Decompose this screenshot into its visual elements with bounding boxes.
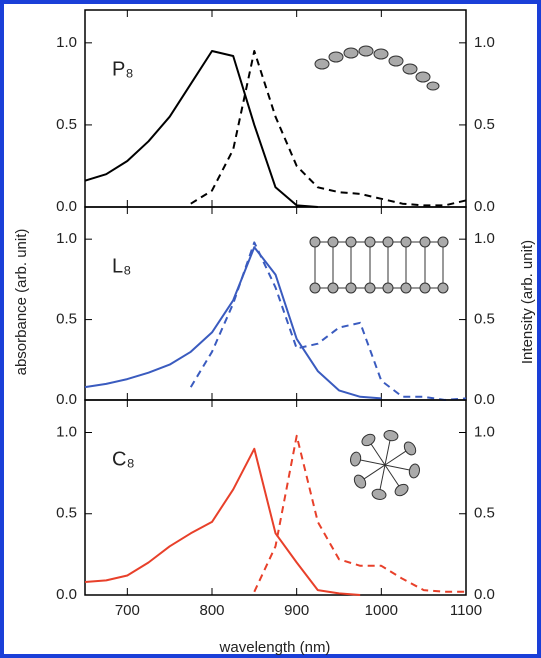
series-line xyxy=(84,447,361,596)
plot-frame xyxy=(84,399,467,596)
ring-spoke xyxy=(384,438,391,466)
ring-unit xyxy=(350,451,362,467)
x-tick-label: 1000 xyxy=(365,602,398,619)
y-tick-label: 1.0 xyxy=(56,423,77,440)
series-line xyxy=(190,50,467,207)
ring-unit xyxy=(383,430,399,442)
y2-axis-label: Intensity (arb. unit) xyxy=(519,240,536,364)
ladder-icon xyxy=(309,236,449,294)
y-tick-label: 1.0 xyxy=(56,230,77,247)
plot-frame xyxy=(84,206,467,401)
y-tick-label: 1.0 xyxy=(56,34,77,51)
y2-tick-label: 0.5 xyxy=(474,311,495,328)
y-tick-label: 0.0 xyxy=(56,391,77,408)
x-axis-label: wavelength (nm) xyxy=(219,639,331,656)
ring-spoke xyxy=(362,464,386,481)
y-tick-label: 0.5 xyxy=(56,116,77,133)
y2-tick-label: 1.0 xyxy=(474,34,495,51)
series-line xyxy=(84,246,382,400)
y-tick-label: 0.0 xyxy=(56,586,77,603)
plot-frame xyxy=(84,9,467,208)
series-line xyxy=(253,434,466,593)
ring-unit xyxy=(353,474,367,489)
panel-label: P₈ xyxy=(112,58,134,80)
y2-tick-label: 0.0 xyxy=(474,586,495,603)
y2-tick-label: 0.0 xyxy=(474,198,495,215)
ring-spoke xyxy=(379,464,386,492)
y2-tick-label: 1.0 xyxy=(474,423,495,440)
ring-spoke xyxy=(384,464,412,471)
x-tick-label: 1100 xyxy=(450,602,482,619)
y2-tick-label: 0.5 xyxy=(474,116,495,133)
ring-unit xyxy=(403,441,417,456)
y-tick-label: 0.0 xyxy=(56,198,77,215)
y2-tick-label: 0.5 xyxy=(474,505,495,522)
ring-spoke xyxy=(358,459,386,466)
ring-unit xyxy=(408,463,420,479)
x-tick-label: 800 xyxy=(199,602,224,619)
ring-icon xyxy=(350,430,420,500)
y-tick-label: 0.5 xyxy=(56,311,77,328)
ring-spoke xyxy=(369,442,386,466)
y-tick-label: 0.5 xyxy=(56,505,77,522)
panel-label: L₈ xyxy=(112,255,131,277)
panel-label: C₈ xyxy=(112,448,135,470)
series-line xyxy=(84,50,318,208)
x-tick-label: 700 xyxy=(115,602,140,619)
x-tick-label: 900 xyxy=(284,602,309,619)
ring-spoke xyxy=(384,449,408,466)
ring-unit xyxy=(394,483,409,497)
series-line xyxy=(189,241,467,401)
ring-spoke xyxy=(384,464,401,488)
chain-icon xyxy=(314,45,440,91)
ring-unit xyxy=(361,433,376,447)
y-axis-label: absorbance (arb. unit) xyxy=(13,229,30,376)
y2-tick-label: 1.0 xyxy=(474,230,495,247)
y2-tick-label: 0.0 xyxy=(474,391,495,408)
ring-unit xyxy=(371,488,387,500)
